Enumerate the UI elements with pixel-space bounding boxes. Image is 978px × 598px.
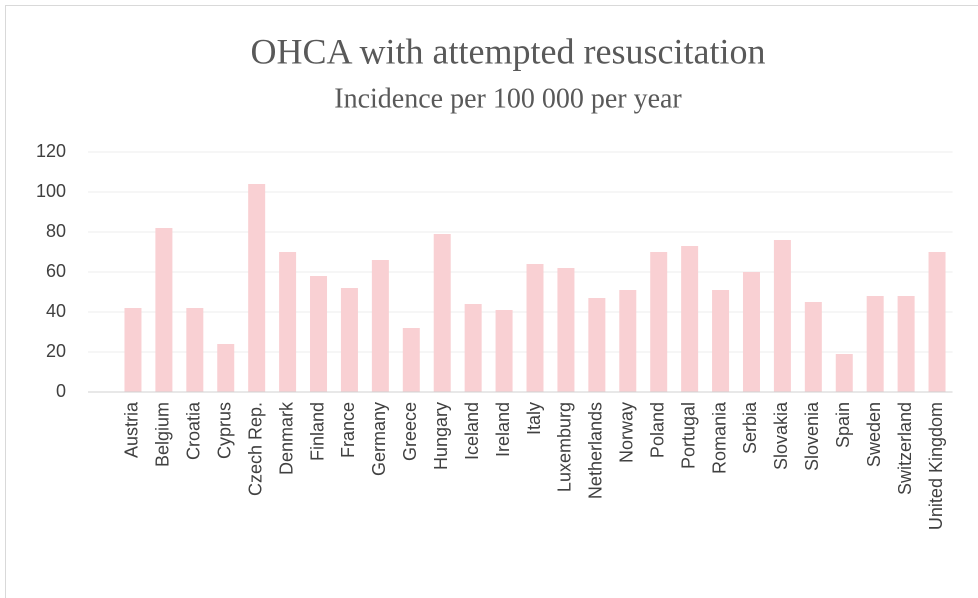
y-tick-label: 120 <box>36 141 66 161</box>
bar <box>712 290 730 392</box>
bar <box>279 252 297 392</box>
bar <box>464 304 482 392</box>
x-tick-label: United Kingdom <box>926 402 946 530</box>
bar <box>155 228 173 392</box>
x-tick-label: Croatia <box>184 401 204 460</box>
x-tick-label: Switzerland <box>895 402 915 495</box>
bar <box>433 234 451 392</box>
x-tick-label: Germany <box>369 402 389 476</box>
bar <box>619 290 637 392</box>
bar <box>526 264 544 392</box>
y-tick-label: 40 <box>46 301 66 321</box>
bar <box>340 288 358 392</box>
x-tick-label: Netherlands <box>586 402 606 499</box>
bar <box>402 328 420 392</box>
bar <box>186 308 204 392</box>
x-tick-label: Ireland <box>493 402 513 457</box>
y-tick-label: 20 <box>46 341 66 361</box>
bar <box>217 344 235 392</box>
bar <box>804 302 822 392</box>
bar <box>681 246 699 392</box>
bar <box>495 310 513 392</box>
x-tick-label: Austria <box>122 401 142 458</box>
x-tick-label: Norway <box>617 402 637 463</box>
chart-title: OHCA with attempted resuscitation <box>251 31 766 71</box>
x-tick-label: Slovenia <box>802 401 822 471</box>
bar <box>557 268 575 392</box>
y-tick-label: 100 <box>36 181 66 201</box>
bar <box>310 276 328 392</box>
x-tick-label: Serbia <box>740 401 760 454</box>
bar <box>835 354 853 392</box>
bar <box>866 296 884 392</box>
x-tick-label: Denmark <box>276 401 296 475</box>
y-tick-label: 60 <box>46 261 66 281</box>
x-tick-label: Sweden <box>864 402 884 467</box>
x-tick-label: Italy <box>524 402 544 435</box>
bar <box>248 184 266 392</box>
x-tick-label: Slovakia <box>771 401 791 470</box>
bar <box>124 308 142 392</box>
bar <box>588 298 606 392</box>
x-tick-label: Hungary <box>431 402 451 470</box>
bar <box>897 296 915 392</box>
bar <box>650 252 668 392</box>
y-tick-label: 80 <box>46 221 66 241</box>
x-tick-label: Portugal <box>678 402 698 469</box>
y-tick-label: 0 <box>56 381 66 401</box>
bar <box>371 260 389 392</box>
x-tick-label: Cyprus <box>214 402 234 459</box>
bar <box>928 252 946 392</box>
x-tick-label: France <box>338 402 358 458</box>
x-tick-label: Czech Rep. <box>245 402 265 496</box>
bar <box>742 272 760 392</box>
x-tick-label: Spain <box>833 402 853 448</box>
x-tick-label: Poland <box>647 402 667 458</box>
x-tick-label: Iceland <box>462 402 482 460</box>
chart-subtitle: Incidence per 100 000 per year <box>334 83 682 114</box>
chart-border <box>5 5 978 598</box>
x-tick-label: Romania <box>709 401 729 474</box>
x-tick-label: Luxemburg <box>555 402 575 492</box>
x-tick-label: Belgium <box>153 402 173 467</box>
bar <box>773 240 791 392</box>
x-tick-label: Greece <box>400 402 420 461</box>
x-tick-label: Finland <box>307 402 327 461</box>
